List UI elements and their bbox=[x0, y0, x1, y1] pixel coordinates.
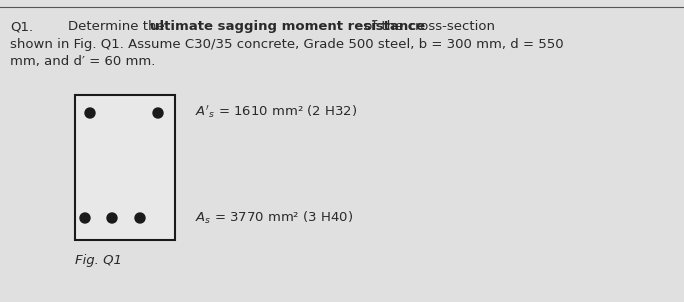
Text: Q1.: Q1. bbox=[10, 20, 33, 33]
Text: ultimate sagging moment resistance: ultimate sagging moment resistance bbox=[150, 20, 425, 33]
Circle shape bbox=[153, 108, 163, 118]
Text: mm, and d′ = 60 mm.: mm, and d′ = 60 mm. bbox=[10, 55, 155, 68]
Text: shown in Fig. Q1. Assume C30/35 concrete, Grade 500 steel, b = 300 mm, d = 550: shown in Fig. Q1. Assume C30/35 concrete… bbox=[10, 38, 564, 51]
Circle shape bbox=[107, 213, 117, 223]
Text: Determine the: Determine the bbox=[68, 20, 169, 33]
Bar bbox=[75, 95, 175, 240]
Text: $A'_s$ = 1610 mm² (2 H32): $A'_s$ = 1610 mm² (2 H32) bbox=[195, 104, 357, 120]
Circle shape bbox=[80, 213, 90, 223]
Text: of the cross-section: of the cross-section bbox=[360, 20, 495, 33]
Text: Fig. Q1: Fig. Q1 bbox=[75, 254, 122, 267]
Text: $A_s$ = 3770 mm² (3 H40): $A_s$ = 3770 mm² (3 H40) bbox=[195, 210, 353, 226]
Circle shape bbox=[85, 108, 95, 118]
Circle shape bbox=[135, 213, 145, 223]
